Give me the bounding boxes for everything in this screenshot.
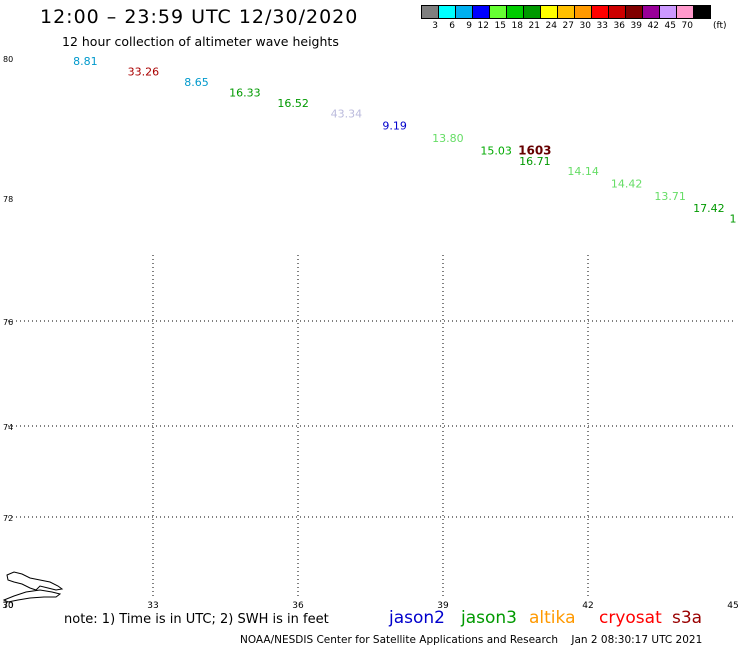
legend-swatch xyxy=(659,5,677,19)
lat-tick-label: 78 xyxy=(3,195,13,204)
footer-credit: NOAA/NESDIS Center for Satellite Applica… xyxy=(240,634,702,646)
satellite-jason3: jason3 xyxy=(461,608,517,628)
observation-value: 15.03 xyxy=(480,145,512,158)
lon-tick-label: 42 xyxy=(582,601,593,611)
footer-note: note: 1) Time is in UTC; 2) SWH is in fe… xyxy=(64,612,329,627)
lat-tick-label: 70 xyxy=(3,601,13,610)
legend-value: 70 xyxy=(681,21,693,31)
color-legend: 3 6 9 12 15 18 21 24 27 30 33 36 39 42 45 70 (ft) xyxy=(421,5,727,31)
legend-swatch xyxy=(676,5,694,19)
legend-values: 3 6 9 12 15 18 21 24 27 30 33 36 39 42 45 70 xyxy=(421,21,710,31)
legend-swatch xyxy=(421,5,439,19)
lat-tick-label: 80 xyxy=(3,55,13,64)
lat-tick-label: 76 xyxy=(3,318,13,327)
lon-tick-label: 30 xyxy=(2,601,14,611)
satellite-cryosat: cryosat xyxy=(599,608,662,628)
legend-value: 21 xyxy=(528,21,540,31)
observation-value: 13.80 xyxy=(432,132,464,145)
observation-value: 8.65 xyxy=(184,76,209,89)
observation-labels: 8.81 33.26 8.65 16.33 16.52 43.34 9.19 13.80 15.… xyxy=(73,55,736,226)
legend-value: 33 xyxy=(596,21,608,31)
legend-swatch xyxy=(506,5,524,19)
legend-value: 6 xyxy=(449,21,455,31)
legend-unit: (ft) xyxy=(713,21,727,31)
observation-value: 1603 xyxy=(518,144,551,158)
legend-value: 30 xyxy=(579,21,591,31)
credit-timestamp: Jan 2 08:30:17 UTC 2021 xyxy=(571,634,703,646)
satellite-altika: altika xyxy=(529,608,576,628)
observation-value: 1 xyxy=(730,213,737,226)
lat-tick-label: 74 xyxy=(3,423,13,432)
legend-swatch xyxy=(557,5,575,19)
legend-swatches xyxy=(421,5,711,19)
legend-value: 3 xyxy=(432,21,438,31)
coastline-shore xyxy=(2,589,62,603)
observation-value: 13.71 xyxy=(654,190,686,203)
legend-value: 12 xyxy=(477,21,489,31)
observation-value: 8.81 xyxy=(73,55,98,68)
page-subtitle: 12 hour collection of altimeter wave hei… xyxy=(62,34,339,49)
lon-tick-label: 33 xyxy=(147,601,158,611)
legend-value: 36 xyxy=(613,21,625,31)
observation-value: 9.19 xyxy=(382,119,407,132)
legend-swatch xyxy=(472,5,490,19)
observation-value: 16.33 xyxy=(229,87,261,100)
legend-swatch xyxy=(642,5,660,19)
legend-value: 24 xyxy=(545,21,557,31)
legend-value: 39 xyxy=(630,21,642,31)
legend-value: 15 xyxy=(494,21,506,31)
observation-value: 14.14 xyxy=(567,165,599,178)
graticule xyxy=(8,255,733,598)
observation-value: 17.42 xyxy=(693,202,725,215)
lon-tick-label: 39 xyxy=(437,601,449,611)
legend-swatch xyxy=(625,5,643,19)
satellite-s3a: s3a xyxy=(672,608,703,628)
legend-swatch xyxy=(523,5,541,19)
legend-swatch xyxy=(438,5,456,19)
lon-tick-label: 36 xyxy=(292,601,304,611)
coastline-island xyxy=(6,571,64,591)
page-title: 12:00 – 23:59 UTC 12/30/2020 xyxy=(40,6,359,28)
legend-swatch xyxy=(574,5,592,19)
lon-tick-label: 45 xyxy=(727,601,738,611)
legend-value: 27 xyxy=(562,21,574,31)
satellite-jason2: jason2 xyxy=(389,608,445,628)
legend-swatch xyxy=(540,5,558,19)
legend-value: 45 xyxy=(664,21,676,31)
observation-value: 16.71 xyxy=(519,155,551,168)
legend-value: 18 xyxy=(511,21,523,31)
observation-value: 14.42 xyxy=(611,178,643,191)
observation-value: 43.34 xyxy=(331,108,363,121)
legend-swatch xyxy=(591,5,609,19)
legend-swatch xyxy=(693,5,711,19)
legend-swatch xyxy=(489,5,507,19)
lat-tick-label: 72 xyxy=(3,514,13,523)
observation-value: 16.52 xyxy=(277,97,309,110)
legend-swatch xyxy=(608,5,626,19)
credit-text: NOAA/NESDIS Center for Satellite Applica… xyxy=(240,634,558,646)
observation-value: 33.26 xyxy=(128,66,160,79)
legend-value: 42 xyxy=(647,21,659,31)
legend-swatch xyxy=(455,5,473,19)
legend-value: 9 xyxy=(466,21,472,31)
coastline xyxy=(2,571,64,603)
